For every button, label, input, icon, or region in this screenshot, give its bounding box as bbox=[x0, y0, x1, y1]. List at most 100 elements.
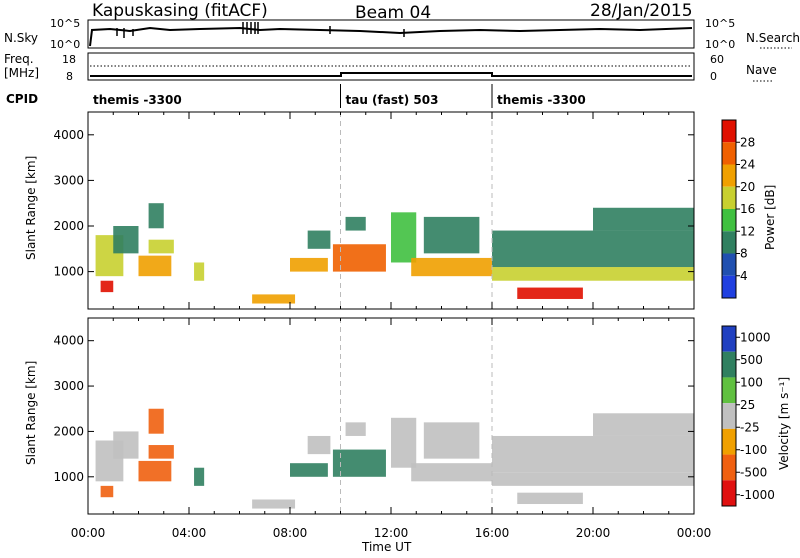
nsky-label: N.Sky bbox=[4, 31, 38, 45]
colorbar-cell bbox=[722, 326, 736, 352]
x-tick-label: 04:00 bbox=[172, 526, 207, 540]
colorbar-cell bbox=[722, 120, 736, 143]
scatter-band bbox=[492, 267, 694, 281]
scatter-band bbox=[148, 239, 174, 254]
scatter-band bbox=[252, 499, 296, 509]
colorbar-tick-label: 28 bbox=[740, 135, 755, 149]
scatter-band bbox=[593, 207, 694, 231]
cpid-segment-label: themis -3300 bbox=[93, 93, 182, 107]
nsearch-label: N.Search bbox=[746, 31, 800, 45]
colorbar-tick-label: 4 bbox=[740, 269, 748, 283]
power-colorbar: 4 8 12 16 20 24 28 bbox=[721, 119, 755, 299]
nsky-strip-frame bbox=[87, 19, 695, 49]
scatter-band bbox=[517, 492, 583, 505]
cpid-label: CPID bbox=[6, 92, 38, 106]
nave-tick-bottom: 0 bbox=[710, 70, 717, 83]
colorbar-tick-label: 25 bbox=[740, 398, 755, 412]
colorbar-cell bbox=[722, 231, 736, 254]
scatter-band bbox=[113, 431, 139, 459]
power-colorbar-label: Power [dB] bbox=[763, 185, 777, 250]
colorbar-cell bbox=[722, 454, 736, 481]
nsky-tick-top: 10^5 bbox=[50, 17, 80, 30]
x-axis: 00:00 04:00 08:00 12:00 16:00 20:00 00:00 bbox=[71, 526, 712, 540]
scatter-band bbox=[194, 467, 205, 486]
colorbar-cell bbox=[722, 351, 736, 378]
cpid-segments: themis -3300 tau (fast) 503 themis -3300 bbox=[93, 84, 586, 108]
colorbar-tick-label: 8 bbox=[740, 247, 748, 261]
freq-strip-frame bbox=[87, 52, 695, 81]
y-tick-label: 1000 bbox=[53, 470, 84, 484]
colorbar-cell bbox=[722, 377, 736, 404]
x-tick-label: 00:00 bbox=[677, 526, 712, 540]
nsearch-tick-bottom: 10^0 bbox=[705, 38, 735, 51]
scatter-band bbox=[113, 226, 139, 254]
nsky-trace bbox=[89, 26, 693, 47]
nsky-spikes bbox=[116, 22, 405, 38]
power-bands bbox=[95, 203, 694, 304]
scatter-band bbox=[148, 203, 164, 229]
scatter-band bbox=[194, 262, 205, 281]
scatter-band bbox=[345, 422, 366, 436]
x-tick-label: 12:00 bbox=[374, 526, 409, 540]
freq-tick-bottom: 8 bbox=[66, 70, 73, 83]
velocity-colorbar-label: Velocity [m s⁻¹] bbox=[777, 377, 791, 470]
scatter-band bbox=[345, 216, 366, 231]
colorbar-cell bbox=[722, 253, 736, 276]
y-tick-label: 3000 bbox=[53, 173, 84, 187]
scatter-band bbox=[332, 449, 386, 477]
colorbar-tick-label: 20 bbox=[740, 180, 755, 194]
colorbar-tick-label: 100 bbox=[740, 375, 763, 389]
freq-tick-top: 18 bbox=[62, 53, 76, 66]
scatter-band bbox=[290, 463, 328, 477]
scatter-band bbox=[252, 294, 296, 304]
scatter-band bbox=[138, 460, 172, 482]
x-tick-label: 00:00 bbox=[71, 526, 106, 540]
scatter-band bbox=[100, 485, 114, 498]
colorbar-cell bbox=[722, 164, 736, 187]
colorbar-cell bbox=[722, 142, 736, 165]
scatter-band bbox=[148, 408, 164, 434]
y-tick-label: 4000 bbox=[53, 334, 84, 348]
y-tick-label: 4000 bbox=[53, 128, 84, 142]
nave-label: Nave bbox=[746, 63, 777, 77]
scatter-band bbox=[391, 212, 417, 263]
scatter-band bbox=[411, 463, 492, 482]
scatter-band bbox=[391, 417, 417, 468]
scatter-band bbox=[423, 422, 480, 459]
station-title: Kapuskasing (fitACF) bbox=[92, 1, 268, 21]
x-tick-label: 08:00 bbox=[273, 526, 308, 540]
x-tick-label: 16:00 bbox=[475, 526, 510, 540]
scatter-band bbox=[138, 255, 172, 277]
cpid-segment-label: tau (fast) 503 bbox=[346, 93, 439, 107]
colorbar-tick-label: -25 bbox=[740, 420, 760, 434]
colorbar-frame bbox=[721, 325, 737, 507]
colorbar-cell bbox=[722, 480, 736, 506]
colorbar-tick-label: -100 bbox=[740, 443, 767, 457]
velocity-axes: 1000 2000 3000 4000 bbox=[53, 318, 695, 514]
scatter-band bbox=[411, 257, 492, 277]
colorbar-cell bbox=[722, 403, 736, 429]
colorbar-cell bbox=[722, 275, 736, 298]
colorbar-cell bbox=[722, 186, 736, 209]
scatter-band bbox=[593, 413, 694, 436]
freq-label-2: [MHz] bbox=[4, 66, 39, 80]
scatter-band bbox=[492, 230, 694, 268]
scatter-band bbox=[492, 472, 694, 486]
velocity-bands bbox=[95, 408, 694, 509]
scatter-band bbox=[148, 445, 174, 459]
colorbar-tick-label: 16 bbox=[740, 202, 755, 216]
power-ylabel: Slant Range [km] bbox=[24, 156, 38, 260]
beam-title: Beam 04 bbox=[355, 3, 431, 23]
x-axis-label: Time UT bbox=[361, 540, 412, 554]
colorbar-tick-label: 500 bbox=[740, 353, 763, 367]
scatter-band bbox=[290, 257, 328, 272]
nsky-tick-bottom: 10^0 bbox=[50, 38, 80, 51]
date-title: 28/Jan/2015 bbox=[590, 1, 693, 21]
colorbar-tick-label: -1000 bbox=[740, 488, 775, 502]
colorbar-cell bbox=[722, 209, 736, 232]
cpid-segment-label: themis -3300 bbox=[497, 93, 586, 107]
scatter-band bbox=[307, 435, 331, 455]
velocity-ylabel: Slant Range [km] bbox=[24, 361, 38, 465]
y-tick-label: 2000 bbox=[53, 219, 84, 233]
